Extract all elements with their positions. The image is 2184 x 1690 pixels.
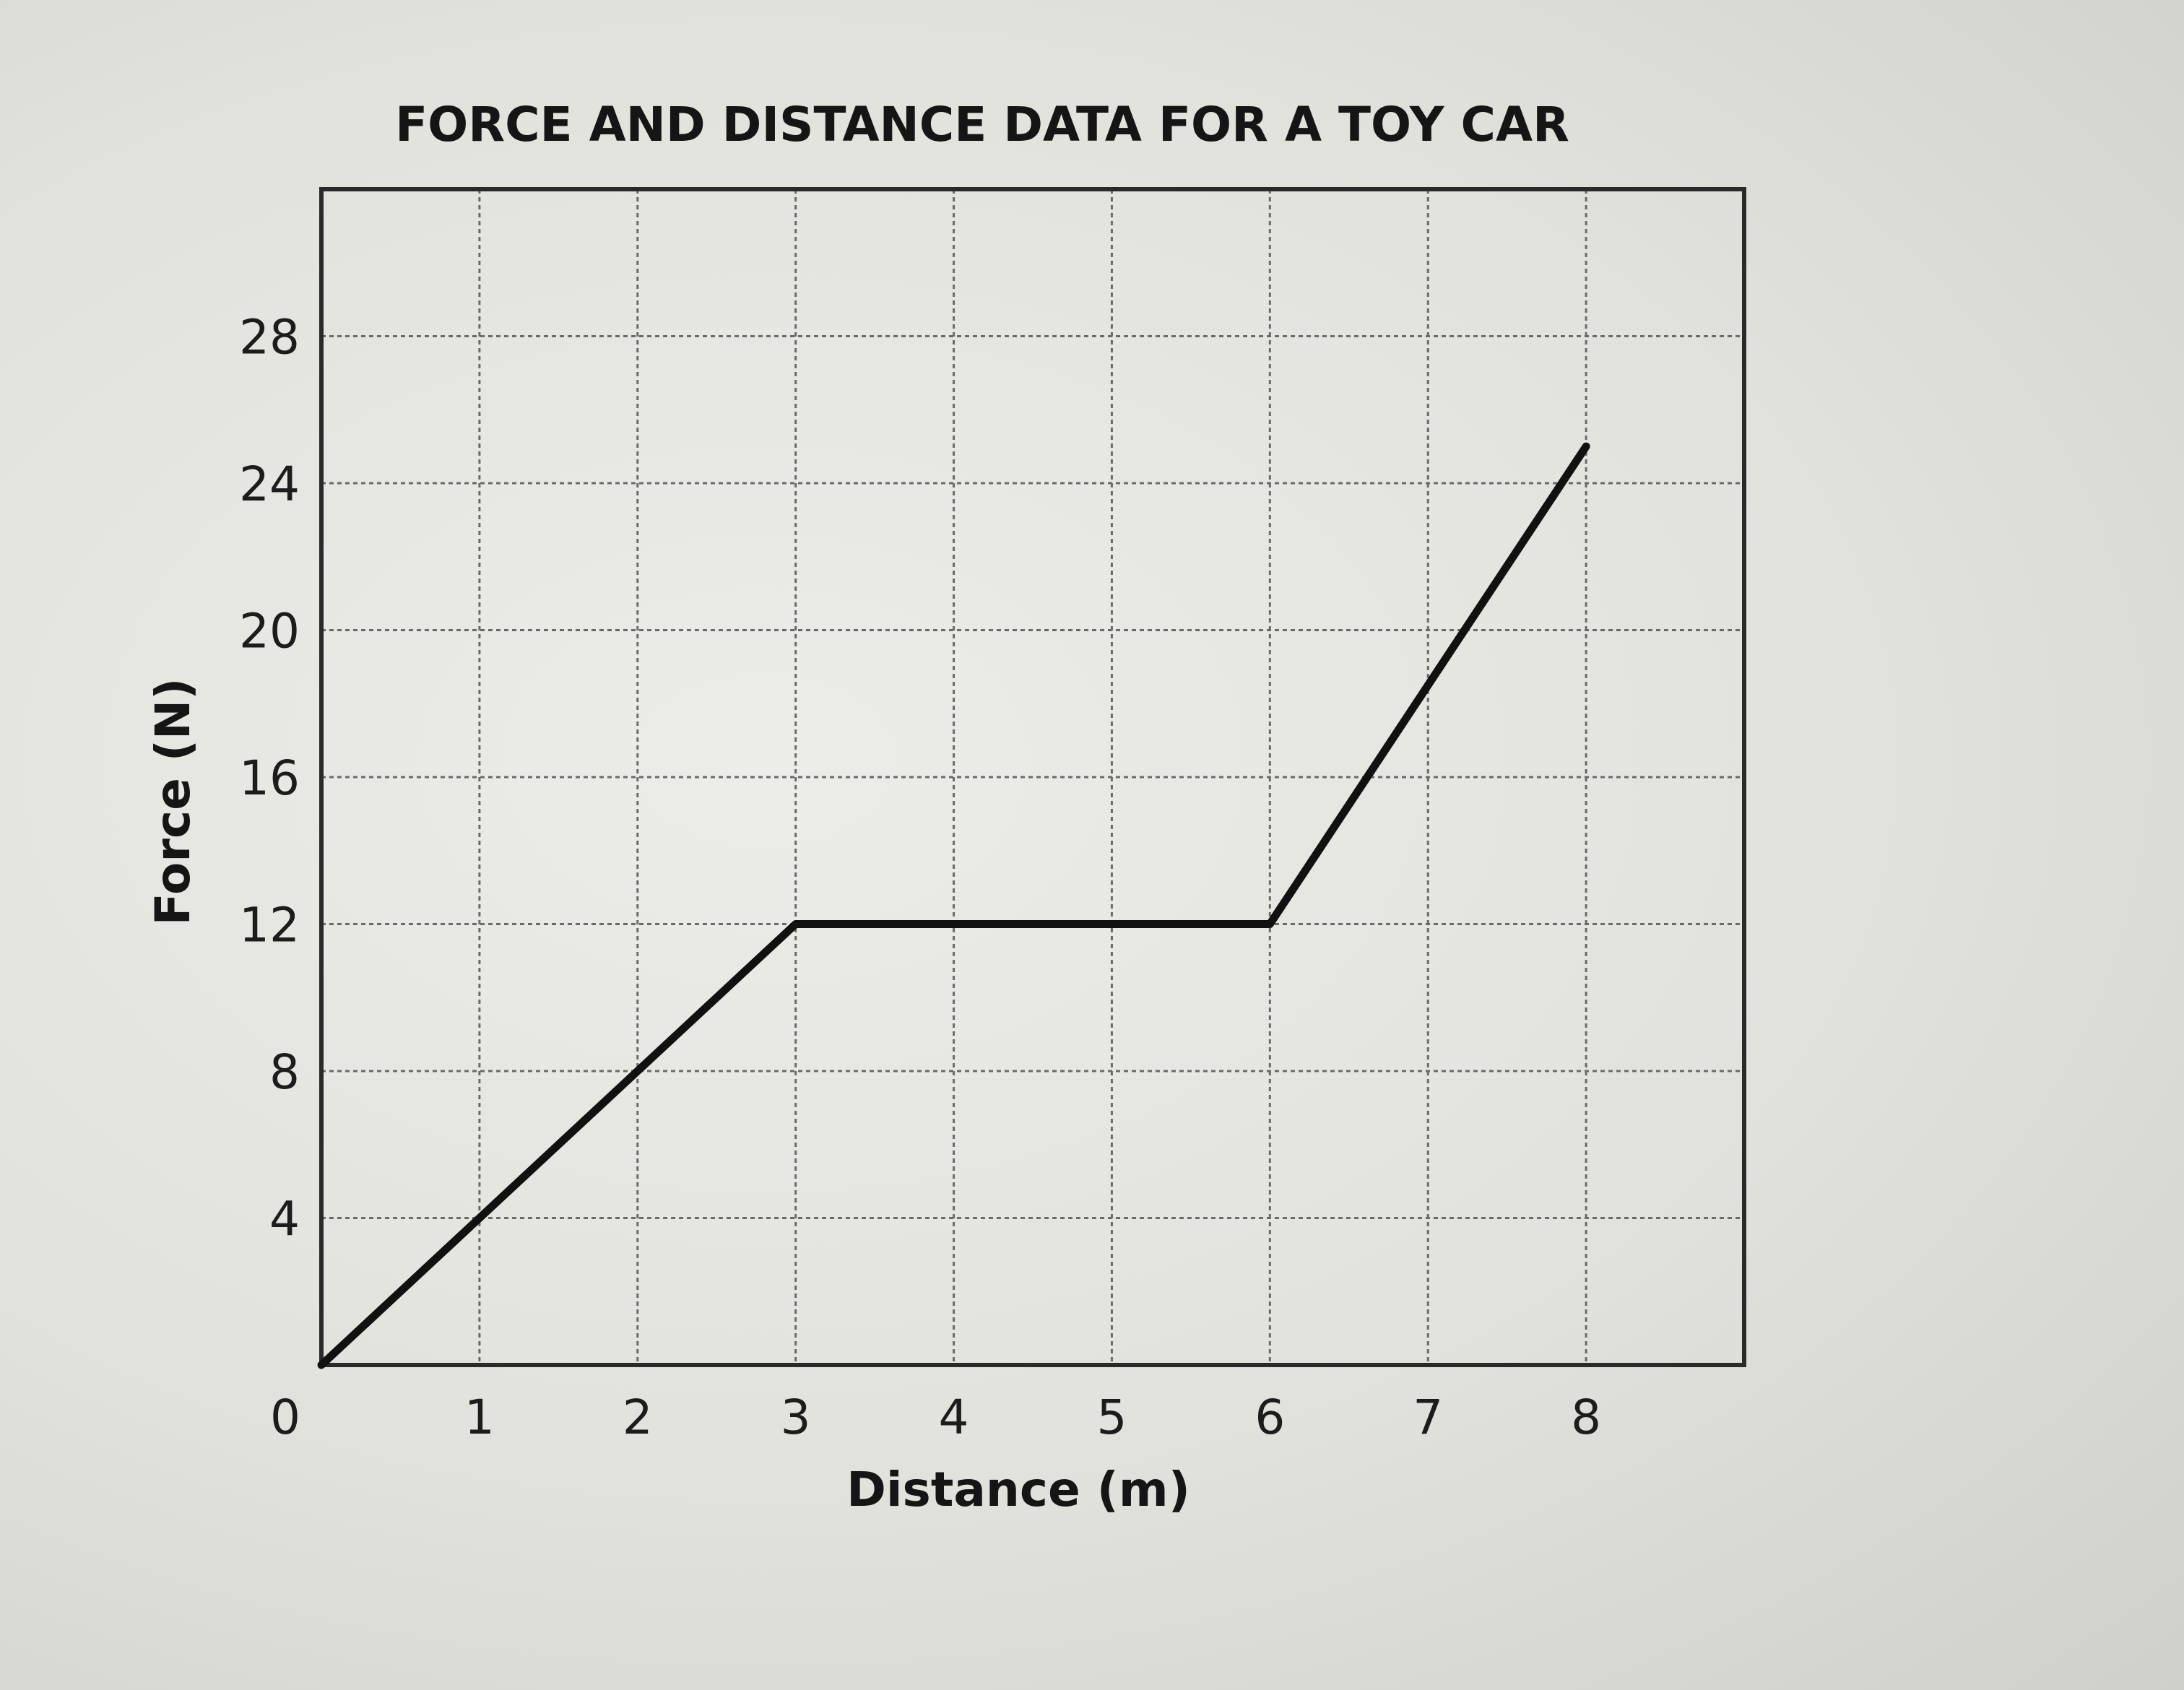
x-tick-label: 0 (270, 1390, 300, 1445)
y-tick-label: 24 (239, 456, 300, 512)
y-tick-label: 20 (239, 604, 300, 659)
y-tick-label: 4 (269, 1192, 300, 1247)
x-tick-label: 6 (1254, 1390, 1285, 1445)
y-tick-label: 8 (269, 1044, 300, 1100)
series-line (317, 442, 1590, 1369)
y-tick-label: 16 (239, 750, 300, 806)
chart-title: FORCE AND DISTANCE DATA FOR A TOY CAR (395, 97, 1569, 152)
x-axis-label: Distance (m) (846, 1462, 1190, 1517)
y-axis-label: Force (N) (145, 678, 201, 926)
y-axis-ticks: 4 8 12 16 20 24 28 (239, 310, 300, 1247)
x-tick-label: 2 (623, 1390, 653, 1445)
x-tick-label: 1 (464, 1390, 495, 1445)
x-tick-label: 7 (1413, 1390, 1443, 1445)
y-tick-label: 12 (239, 898, 300, 953)
x-tick-label: 3 (781, 1390, 811, 1445)
x-axis-ticks: 0 1 2 3 4 5 6 7 8 (270, 1390, 1601, 1445)
plot-frame (319, 187, 1746, 1367)
grid (321, 189, 1744, 1365)
x-tick-label: 4 (939, 1390, 969, 1445)
y-tick-label: 28 (239, 310, 300, 365)
x-tick-label: 5 (1096, 1390, 1127, 1445)
series-layer (317, 442, 1590, 1369)
x-tick-label: 8 (1571, 1390, 1601, 1445)
